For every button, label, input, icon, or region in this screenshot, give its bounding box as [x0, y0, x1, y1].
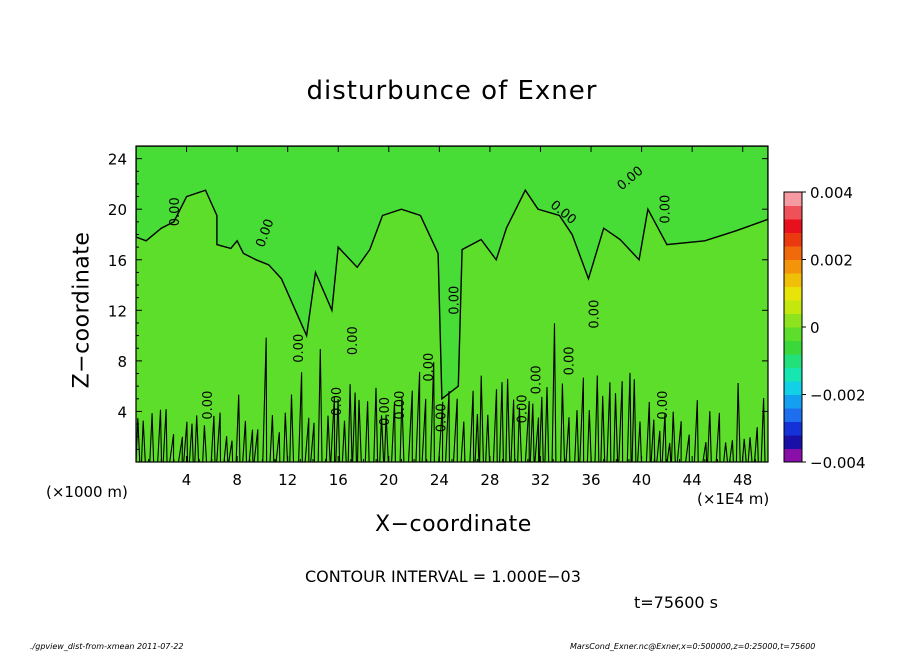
y-tick-label: 24: [108, 151, 127, 169]
colorbar-tick-label: −0.004: [810, 454, 866, 472]
contour-label: 0.00: [529, 365, 544, 394]
contour-label: 0.00: [422, 353, 437, 382]
x-tick-label: 44: [683, 471, 702, 489]
y-tick-label: 16: [108, 252, 127, 270]
y-axis-label: Z−coordinate: [69, 231, 95, 389]
colorbar-swatch: [784, 273, 802, 287]
colorbar-swatch: [784, 192, 802, 206]
y-tick-label: 20: [108, 201, 127, 219]
zero-contour-region: [136, 146, 768, 401]
x-tick-label: 36: [581, 471, 600, 489]
chart-title: disturbunce of Exner: [306, 76, 598, 106]
x-tick-label: 28: [480, 471, 499, 489]
colorbar-swatch: [784, 354, 802, 368]
contour-interval-label: CONTOUR INTERVAL = 1.000E−03: [305, 567, 581, 586]
contour-label: 0.00: [656, 391, 671, 420]
colorbar: 0.004 0.002 0 −0.002 −0.004: [783, 184, 866, 472]
colorbar-swatch: [784, 435, 802, 449]
colorbar-swatch: [784, 340, 802, 355]
contour-label: 0.00: [588, 300, 603, 329]
contour-label: 0.00: [393, 391, 408, 420]
colorbar-swatch: [784, 232, 802, 247]
x-tick-label: 24: [430, 471, 449, 489]
colorbar-swatch: [784, 219, 802, 233]
colorbar-swatch: [784, 327, 802, 341]
colorbar-swatch: [784, 394, 802, 409]
footer-source-label: MarsCond_Exner.nc@Exner,x=0:500000,z=0:2…: [570, 642, 816, 651]
contour-label: 0.00: [516, 394, 531, 423]
colorbar-swatch: [784, 367, 802, 382]
colorbar-tick-label: 0.004: [810, 184, 853, 202]
plot-clip-group: 0.000.000.00 0.000.00 0.000.000.000.000.00…: [136, 146, 768, 462]
contour-label: 0.00: [346, 326, 361, 355]
contour-label: 0.00: [292, 334, 307, 363]
x-tick-label: 4: [182, 471, 192, 489]
contour-label: 0.00: [168, 197, 183, 226]
y-tick-label: 8: [117, 353, 127, 371]
time-label: t=75600 s: [634, 593, 718, 612]
colorbar-swatch: [784, 286, 802, 301]
contour-label: 0.00: [201, 391, 216, 420]
y-tick-label: 4: [117, 403, 127, 421]
contour-label: 0.00: [562, 346, 577, 375]
colorbar-swatch: [784, 448, 802, 463]
contour-label: 0.00: [435, 403, 450, 432]
colorbar-swatch: [784, 259, 802, 274]
colorbar-swatch: [784, 205, 802, 220]
x-tick-label: 12: [278, 471, 297, 489]
x-tick-label: 20: [379, 471, 398, 489]
colorbar-swatch: [784, 381, 802, 395]
colorbar-tick-label: −0.002: [810, 387, 866, 405]
contour-label: 0.00: [378, 397, 393, 426]
colorbar-swatch: [784, 408, 802, 422]
x-unit-right-label: (×1E4 m): [697, 490, 770, 508]
contour-label: 0.00: [330, 387, 345, 416]
colorbar-tick-label: 0: [810, 319, 820, 337]
contour-label: 0.00: [447, 286, 462, 315]
colorbar-swatch: [784, 421, 802, 436]
footer-script-label: ./gpview_dist-from-xmean 2011-07-22: [30, 642, 184, 651]
colorbar-swatch: [784, 300, 802, 314]
colorbar-tick-label: 0.002: [810, 252, 853, 270]
colorbar-swatch: [784, 246, 802, 260]
colorbar-swatch: [784, 313, 802, 328]
x-unit-left-label: (×1000 m): [46, 483, 128, 501]
x-axis-label: X−coordinate: [375, 512, 532, 537]
x-tick-label: 48: [733, 471, 752, 489]
x-tick-label: 16: [329, 471, 348, 489]
x-tick-label: 40: [632, 471, 651, 489]
x-tick-label: 8: [232, 471, 242, 489]
x-tick-label: 32: [531, 471, 550, 489]
surface-contour-lines: [136, 323, 766, 462]
plot-area: 0.000.000.00 0.000.00 0.000.000.000.000.00…: [136, 146, 768, 462]
y-tick-label: 12: [108, 302, 127, 320]
contour-label: 0.00: [658, 195, 673, 224]
